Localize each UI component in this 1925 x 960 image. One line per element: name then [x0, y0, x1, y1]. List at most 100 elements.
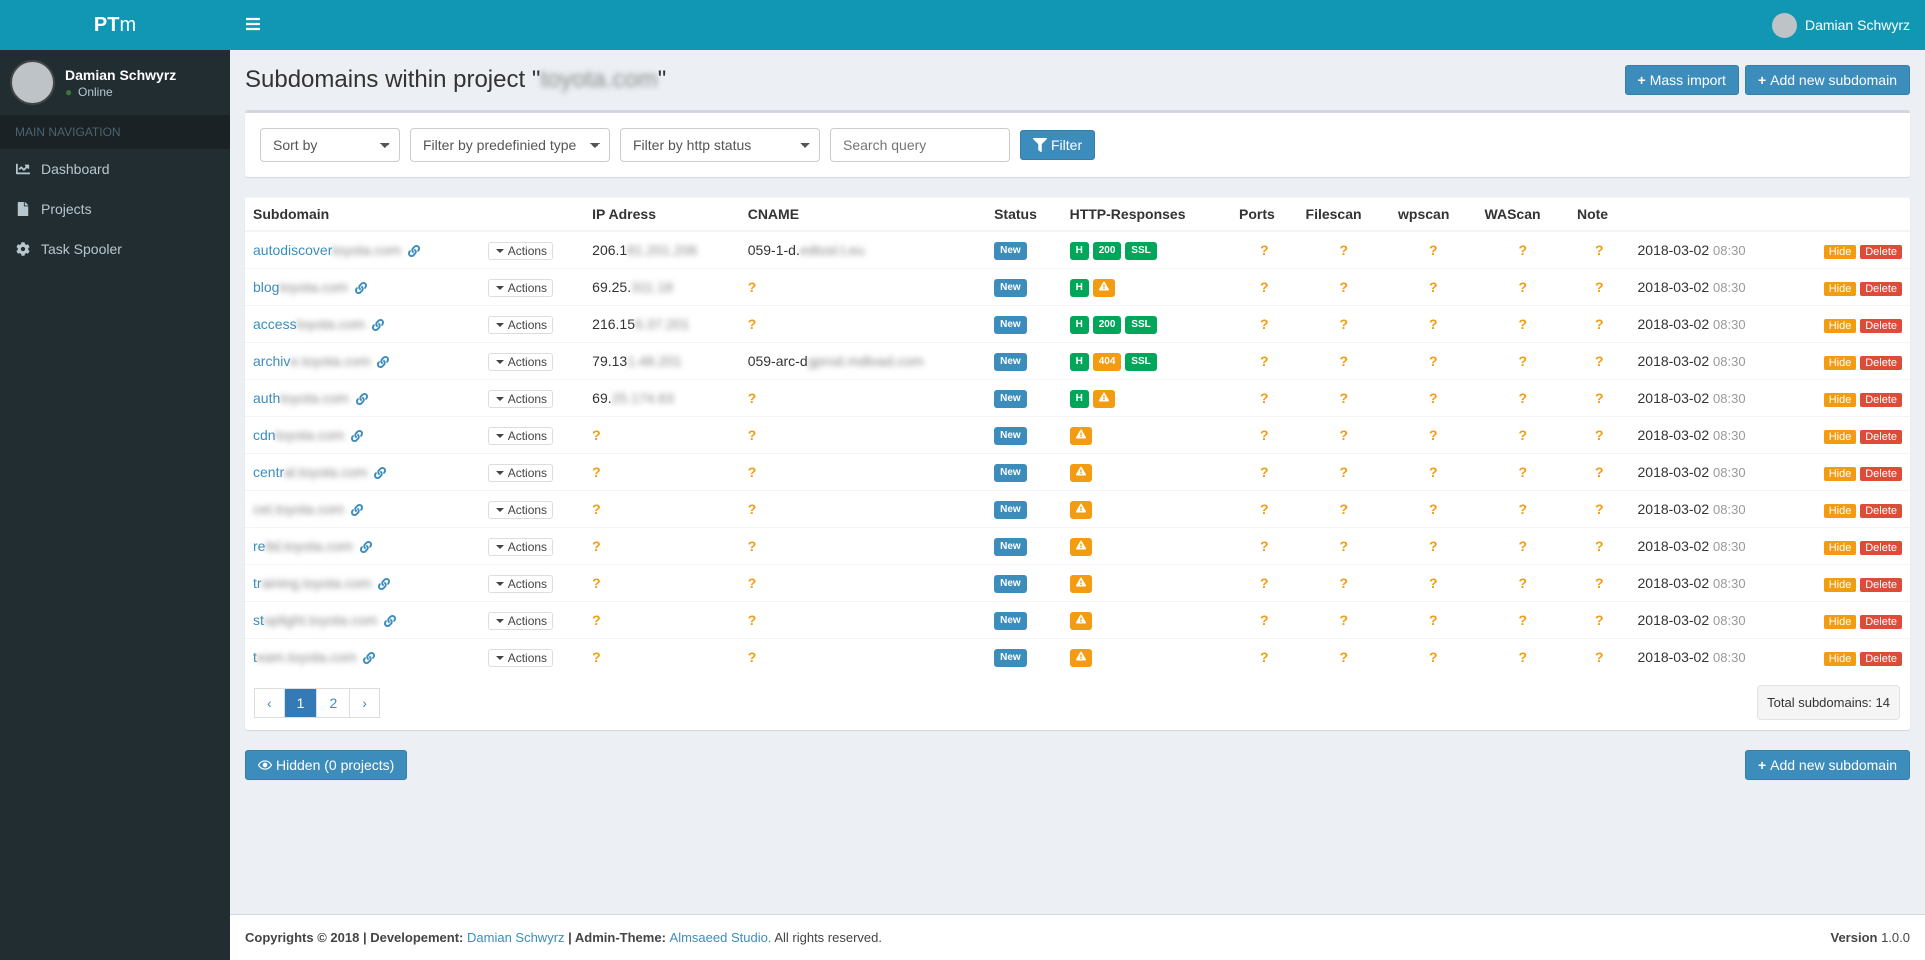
- subdomain-link[interactable]: cet.toyota.com: [253, 501, 344, 517]
- link-icon[interactable]: [348, 427, 363, 443]
- status-badge: New: [994, 242, 1027, 260]
- ports-cell: ?: [1260, 538, 1269, 554]
- ports-cell: ?: [1260, 464, 1269, 480]
- subdomain-link[interactable]: cdntoyota.com: [253, 427, 344, 443]
- filescan-cell: ?: [1339, 353, 1348, 369]
- subdomain-link[interactable]: team.toyota.com: [253, 649, 357, 665]
- search-input[interactable]: [830, 128, 1010, 162]
- sort-by-select[interactable]: Sort by: [260, 128, 400, 162]
- actions-button[interactable]: Actions: [488, 575, 553, 593]
- subdomain-link[interactable]: central.toyota.com: [253, 464, 367, 480]
- delete-button[interactable]: Delete: [1860, 430, 1902, 444]
- ports-cell: ?: [1260, 612, 1269, 628]
- subdomain-link[interactable]: archive.toyota.com: [253, 353, 371, 369]
- delete-button[interactable]: Delete: [1860, 504, 1902, 518]
- hide-button[interactable]: Hide: [1824, 652, 1857, 666]
- link-icon[interactable]: [375, 575, 390, 591]
- delete-button[interactable]: Delete: [1860, 652, 1902, 666]
- hide-button[interactable]: Hide: [1824, 504, 1857, 518]
- actions-button[interactable]: Actions: [488, 353, 553, 371]
- cname-cell: ?: [740, 565, 986, 602]
- footer-theme-link[interactable]: Almsaeed Studio.: [670, 930, 772, 945]
- hide-button[interactable]: Hide: [1824, 393, 1857, 407]
- delete-button[interactable]: Delete: [1860, 282, 1902, 296]
- http-cell: [1062, 639, 1231, 676]
- nav-item-projects[interactable]: Projects: [0, 189, 230, 229]
- delete-button[interactable]: Delete: [1860, 578, 1902, 592]
- actions-button[interactable]: Actions: [488, 242, 553, 260]
- link-icon[interactable]: [374, 353, 389, 369]
- subdomain-link[interactable]: blogtoyota.com: [253, 279, 348, 295]
- footer-dev-link[interactable]: Damian Schwyrz: [467, 930, 565, 945]
- hide-button[interactable]: Hide: [1824, 578, 1857, 592]
- note-cell: ?: [1595, 649, 1604, 665]
- delete-button[interactable]: Delete: [1860, 467, 1902, 481]
- cname-cell: ?: [740, 454, 986, 491]
- mass-import-button[interactable]: + Mass import: [1625, 65, 1739, 95]
- hidden-projects-button[interactable]: Hidden (0 projects): [245, 750, 407, 780]
- date-cell: 2018-03-02 08:30: [1630, 602, 1789, 639]
- pagination-next[interactable]: ›: [350, 689, 379, 717]
- logo[interactable]: PTm: [0, 0, 230, 50]
- actions-button[interactable]: Actions: [488, 390, 553, 408]
- delete-button[interactable]: Delete: [1860, 615, 1902, 629]
- hide-button[interactable]: Hide: [1824, 541, 1857, 555]
- pagination-page[interactable]: 1: [285, 689, 317, 717]
- hide-button[interactable]: Hide: [1824, 467, 1857, 481]
- delete-button[interactable]: Delete: [1860, 319, 1902, 333]
- filter-type-select[interactable]: Filter by predefinied type: [410, 128, 610, 162]
- hide-button[interactable]: Hide: [1824, 430, 1857, 444]
- hide-button[interactable]: Hide: [1824, 245, 1857, 259]
- add-subdomain-button-bottom[interactable]: + Add new subdomain: [1745, 750, 1910, 780]
- subdomain-link[interactable]: stoplight.toyota.com: [253, 612, 378, 628]
- delete-button[interactable]: Delete: [1860, 541, 1902, 555]
- link-icon[interactable]: [352, 279, 367, 295]
- link-icon[interactable]: [381, 612, 396, 628]
- cname-cell: ?: [740, 528, 986, 565]
- link-icon[interactable]: [360, 649, 375, 665]
- link-icon[interactable]: [405, 242, 420, 258]
- status-badge: New: [994, 575, 1027, 593]
- actions-button[interactable]: Actions: [488, 649, 553, 667]
- top-user[interactable]: Damian Schwyrz: [1772, 13, 1910, 38]
- link-icon[interactable]: [353, 390, 368, 406]
- cname-cell: ?: [740, 380, 986, 417]
- date-cell: 2018-03-02 08:30: [1630, 269, 1789, 306]
- link-icon[interactable]: [369, 316, 384, 332]
- actions-button[interactable]: Actions: [488, 279, 553, 297]
- status-badge: New: [994, 464, 1027, 482]
- actions-button[interactable]: Actions: [488, 538, 553, 556]
- hide-button[interactable]: Hide: [1824, 319, 1857, 333]
- ip-cell: ?: [584, 454, 740, 491]
- link-icon[interactable]: [348, 501, 363, 517]
- delete-button[interactable]: Delete: [1860, 245, 1902, 259]
- link-icon[interactable]: [371, 464, 386, 480]
- hamburger-icon[interactable]: [245, 16, 261, 35]
- filter-http-select[interactable]: Filter by http status: [620, 128, 820, 162]
- subdomain-link[interactable]: accesstoyota.com: [253, 316, 365, 332]
- delete-button[interactable]: Delete: [1860, 393, 1902, 407]
- nav-item-task-spooler[interactable]: Task Spooler: [0, 229, 230, 269]
- delete-button[interactable]: Delete: [1860, 356, 1902, 370]
- nav-item-dashboard[interactable]: Dashboard: [0, 149, 230, 189]
- link-icon[interactable]: [357, 538, 372, 554]
- add-subdomain-button[interactable]: + Add new subdomain: [1745, 65, 1910, 95]
- actions-button[interactable]: Actions: [488, 464, 553, 482]
- actions-button[interactable]: Actions: [488, 427, 553, 445]
- subdomain-link[interactable]: training.toyota.com: [253, 575, 371, 591]
- subdomain-link[interactable]: autodiscovertoyota.com: [253, 242, 401, 258]
- hide-button[interactable]: Hide: [1824, 615, 1857, 629]
- actions-button[interactable]: Actions: [488, 316, 553, 334]
- hide-button[interactable]: Hide: [1824, 356, 1857, 370]
- wascan-cell: ?: [1518, 427, 1527, 443]
- pagination-prev[interactable]: ‹: [255, 689, 284, 717]
- filter-button[interactable]: Filter: [1020, 130, 1095, 160]
- pagination-page[interactable]: 2: [317, 689, 349, 717]
- actions-button[interactable]: Actions: [488, 501, 553, 519]
- filescan-cell: ?: [1339, 538, 1348, 554]
- actions-button[interactable]: Actions: [488, 612, 553, 630]
- wascan-cell: ?: [1518, 316, 1527, 332]
- hide-button[interactable]: Hide: [1824, 282, 1857, 296]
- subdomain-link[interactable]: authtoyota.com: [253, 390, 349, 406]
- subdomain-link[interactable]: reltd.toyota.com: [253, 538, 353, 554]
